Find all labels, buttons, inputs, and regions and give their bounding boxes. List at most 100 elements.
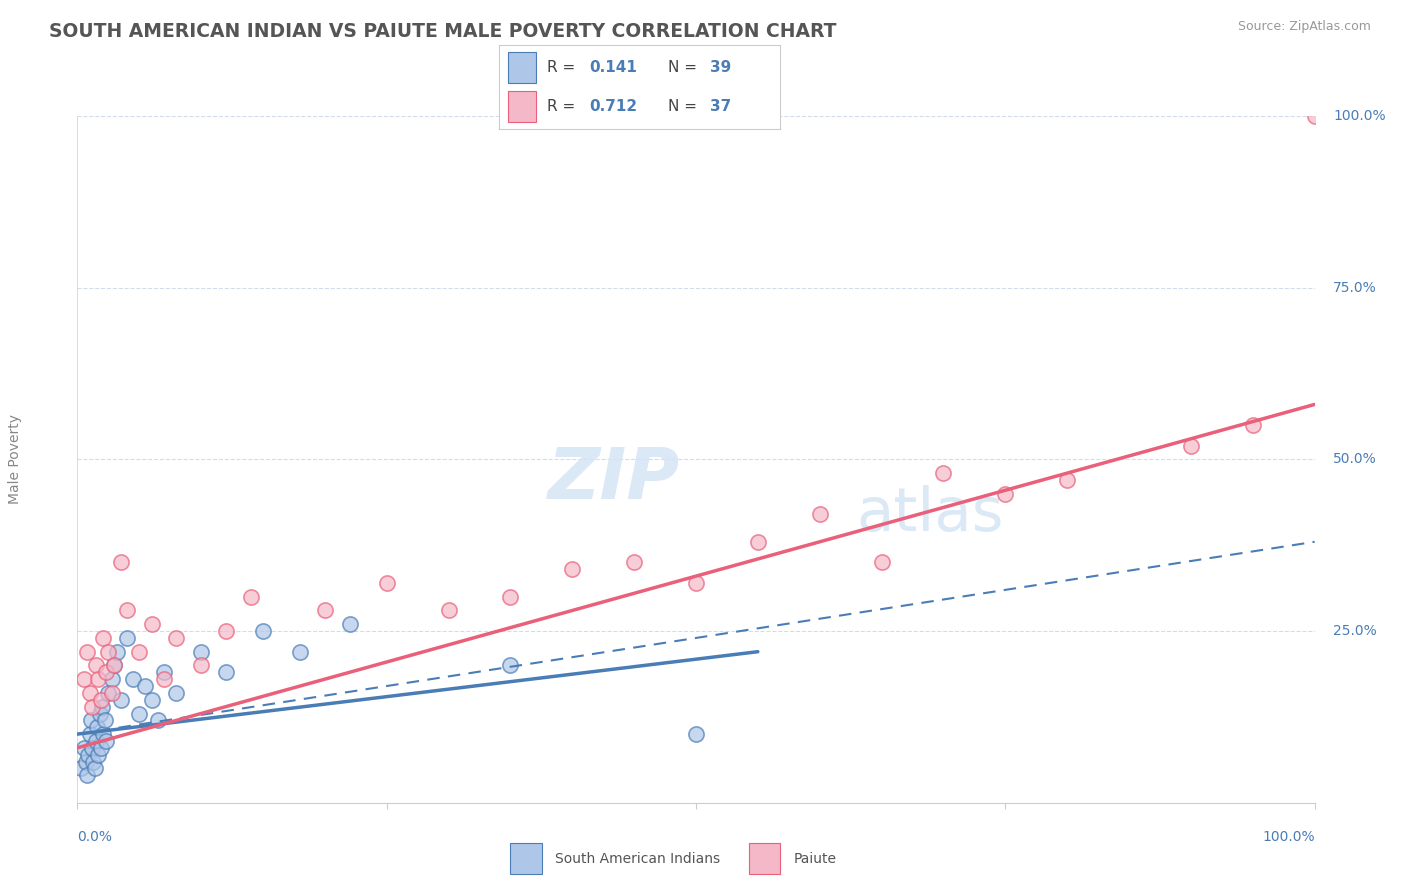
Point (153, 665, 176, 680)
Point (84, 658, 107, 673)
Point (105, 645, 128, 659)
Point (97, 686, 120, 700)
Point (239, 590, 262, 604)
Point (146, 714, 169, 728)
Point (215, 624, 238, 639)
Point (84, 734, 107, 748)
Point (561, 562, 583, 576)
Point (77, 747, 100, 762)
Point (70, 761, 93, 775)
Point (91, 727, 114, 741)
Text: 100.0%: 100.0% (1333, 109, 1386, 123)
Point (128, 645, 150, 659)
Text: Source: ZipAtlas.com: Source: ZipAtlas.com (1237, 20, 1371, 33)
Point (82, 740, 104, 755)
Point (103, 658, 125, 673)
Point (339, 617, 361, 632)
Text: 25.0%: 25.0% (1333, 624, 1376, 638)
Point (80, 714, 103, 728)
Text: 0.0%: 0.0% (77, 830, 112, 844)
Point (215, 665, 238, 680)
Point (75, 755, 97, 769)
Point (994, 487, 1017, 501)
Text: 39: 39 (710, 60, 731, 75)
Point (165, 631, 187, 645)
Point (115, 631, 138, 645)
Point (1180, 439, 1202, 453)
Point (101, 672, 124, 686)
Point (97, 645, 120, 659)
Point (82, 755, 104, 769)
Point (190, 645, 212, 659)
Point (89, 706, 111, 721)
Point (103, 658, 125, 673)
Text: Male Poverty: Male Poverty (8, 415, 22, 504)
Point (685, 576, 707, 591)
Point (153, 672, 176, 686)
Text: N =: N = (668, 99, 702, 114)
Point (82, 699, 104, 714)
Point (91, 699, 114, 714)
Text: 75.0%: 75.0% (1333, 281, 1376, 294)
Text: 50.0%: 50.0% (1333, 452, 1376, 467)
Point (76, 645, 98, 659)
Text: 0.712: 0.712 (589, 99, 637, 114)
Point (1241, 417, 1264, 433)
Bar (510, 843, 541, 874)
Text: 100.0%: 100.0% (1263, 830, 1315, 844)
Point (288, 645, 311, 659)
Text: R =: R = (547, 60, 581, 75)
Point (79, 686, 101, 700)
Point (141, 692, 163, 706)
Point (110, 555, 132, 570)
Point (437, 603, 460, 617)
Point (83, 761, 105, 775)
Bar (508, 91, 536, 121)
Point (128, 706, 150, 721)
Text: SOUTH AMERICAN INDIAN VS PAIUTE MALE POVERTY CORRELATION CHART: SOUTH AMERICAN INDIAN VS PAIUTE MALE POV… (49, 22, 837, 41)
Point (932, 466, 955, 480)
Point (91, 631, 114, 645)
Point (623, 555, 645, 570)
Point (190, 658, 212, 673)
Text: South American Indians: South American Indians (555, 852, 720, 865)
Point (90, 692, 112, 706)
Point (499, 590, 522, 604)
Point (76, 768, 98, 782)
Point (115, 603, 138, 617)
Point (141, 617, 163, 632)
Point (134, 679, 156, 693)
Bar (748, 843, 780, 874)
Point (808, 508, 831, 522)
Point (252, 624, 274, 639)
Point (314, 603, 336, 617)
Point (1303, 109, 1326, 123)
Text: ZIP: ZIP (547, 445, 679, 515)
Point (685, 727, 707, 741)
Point (94, 734, 117, 748)
Text: Paiute: Paiute (793, 852, 837, 865)
Point (101, 686, 124, 700)
Point (110, 692, 132, 706)
Text: 37: 37 (710, 99, 731, 114)
Point (375, 576, 398, 591)
Text: 0.141: 0.141 (589, 60, 637, 75)
Text: R =: R = (547, 99, 581, 114)
Point (87, 672, 110, 686)
Point (165, 686, 187, 700)
Point (1056, 473, 1078, 487)
Point (122, 672, 145, 686)
Point (499, 658, 522, 673)
Text: atlas: atlas (856, 485, 1004, 544)
Point (72, 672, 94, 686)
Point (72, 740, 94, 755)
Point (79, 727, 101, 741)
Point (93, 714, 115, 728)
Point (86, 720, 108, 734)
Point (870, 555, 893, 570)
Point (94, 665, 117, 680)
Point (87, 747, 110, 762)
Point (90, 740, 112, 755)
Bar (508, 53, 536, 83)
Text: N =: N = (668, 60, 702, 75)
